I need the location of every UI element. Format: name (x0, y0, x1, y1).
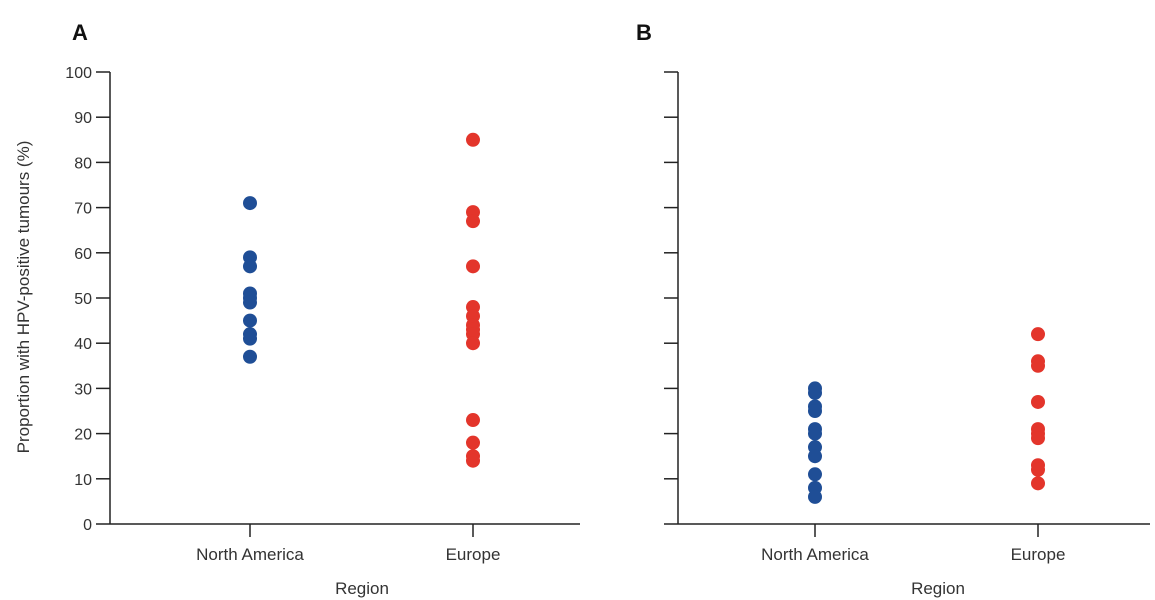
x-axis-title-b: Region (911, 579, 965, 598)
y-tick-label-a-40: 40 (74, 336, 92, 353)
x-ticks-a: North America Europe (196, 524, 500, 564)
y-tick-label-a-60: 60 (74, 246, 92, 263)
point-a-1-9 (466, 336, 480, 351)
y-ticks-b (664, 71, 678, 525)
point-a-1-10 (466, 413, 480, 428)
point-b-0-5 (808, 426, 822, 441)
point-a-1-13 (466, 453, 480, 468)
point-b-1-6 (1031, 431, 1045, 446)
y-tick-label-a-50: 50 (74, 291, 92, 308)
y-ticks-a: 0 10 20 30 40 50 60 70 80 90 100 (65, 65, 110, 534)
x-tick-label-b-1: Europe (1011, 545, 1066, 564)
point-b-1-3 (1031, 394, 1045, 409)
point-a-0-0 (243, 196, 257, 211)
y-axis-title-a: Proportion with HPV-positive tumours (%) (14, 141, 33, 454)
point-b-1-0 (1031, 327, 1045, 342)
point-a-1-11 (466, 435, 480, 450)
point-a-0-8 (243, 331, 257, 346)
x-tick-label-a-1: Europe (446, 545, 501, 564)
y-tick-label-a-0: 0 (83, 517, 92, 534)
point-a-0-2 (243, 259, 257, 274)
point-b-0-1 (808, 385, 822, 400)
y-tick-label-a-30: 30 (74, 381, 92, 398)
x-tick-label-a-0: North America (196, 545, 304, 564)
panel-label-b: B (636, 20, 652, 45)
y-tick-label-a-90: 90 (74, 110, 92, 127)
point-a-1-3 (466, 259, 480, 274)
x-tick-label-b-0: North America (761, 545, 869, 564)
point-a-0-9 (243, 349, 257, 364)
panel-b: B North America Europe Region (636, 20, 1150, 598)
x-axis-title-a: Region (335, 579, 389, 598)
point-a-0-6 (243, 313, 257, 328)
point-a-1-0 (466, 132, 480, 147)
point-a-1-2 (466, 214, 480, 229)
point-b-0-8 (808, 467, 822, 482)
panel-label-a: A (72, 20, 88, 45)
point-b-1-9 (1031, 476, 1045, 491)
panel-a: A Proportion with HPV-positive tumours (… (14, 20, 580, 598)
points-b (808, 327, 1045, 504)
point-b-0-10 (808, 489, 822, 504)
y-tick-label-a-100: 100 (65, 65, 92, 82)
point-b-0-7 (808, 449, 822, 464)
y-tick-label-a-70: 70 (74, 201, 92, 218)
point-a-0-5 (243, 295, 257, 310)
points-a (243, 132, 480, 468)
y-tick-label-a-20: 20 (74, 427, 92, 444)
point-b-1-2 (1031, 358, 1045, 373)
x-ticks-b: North America Europe (761, 524, 1065, 564)
point-b-1-8 (1031, 462, 1045, 477)
point-b-0-3 (808, 404, 822, 418)
y-tick-label-a-80: 80 (74, 155, 92, 172)
y-tick-label-a-10: 10 (74, 472, 92, 489)
